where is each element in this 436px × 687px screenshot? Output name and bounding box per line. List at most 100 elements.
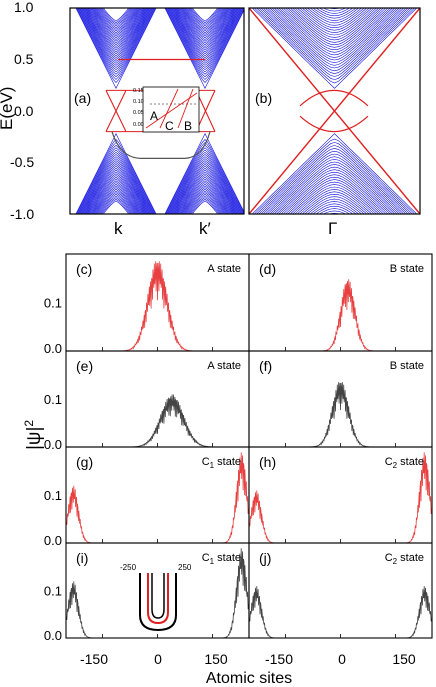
- inset-a: 0.15 0.10 0.05 0.00 A B C: [133, 86, 200, 133]
- bulk-band-a-v0-v7: [80, 154, 152, 214]
- bulk-band-a-v0-c25: [95, 8, 137, 35]
- bulk-band-b-c23: [304, 8, 365, 26]
- bulk-band-b-v5: [262, 150, 407, 214]
- bulk-band-a-v0-v5: [79, 149, 153, 214]
- bulk-band-a-v0-v25: [95, 187, 137, 214]
- bulk-band-a-v1-v12: [173, 164, 237, 214]
- inset-label-C: C: [165, 119, 174, 133]
- bulk-band-a-v1-c5: [168, 8, 242, 73]
- bulk-band-a-v1-v11: [172, 162, 238, 214]
- bands-a: [75, 8, 244, 214]
- ytick-0.1-c: 0.1: [44, 296, 62, 311]
- bulk-band-a-v0-v23: [93, 183, 139, 214]
- bulk-band-b-c18: [292, 8, 377, 38]
- bulk-band-a-v1-c25: [184, 8, 226, 35]
- bulk-band-a-v1-c4: [167, 8, 243, 75]
- edge-crossing-a-1: [105, 90, 127, 132]
- bulk-band-a-v0-v15: [86, 169, 146, 214]
- bulk-band-a-v0-c0: [75, 8, 157, 89]
- ytick-0.1-i: 0.1: [44, 584, 62, 599]
- panel-c: (c) A state 0.1 0.0: [44, 253, 250, 356]
- bulk-band-a-v1-c16: [176, 8, 234, 51]
- bulk-band-a-v1-c3: [166, 8, 244, 78]
- xtick-gamma: Γ: [328, 219, 337, 238]
- inset-a-curve-2: [159, 88, 179, 129]
- panel-label-g: (g): [76, 454, 93, 470]
- bulk-band-b-v15: [285, 176, 384, 214]
- bulk-band-b-c16: [287, 8, 382, 43]
- xtick-0-left: 0: [154, 651, 162, 667]
- bulk-band-a-v1-c7: [169, 8, 241, 68]
- bulk-band-a-v0-c24: [94, 8, 138, 37]
- bulk-band-a-v0-c12: [84, 8, 148, 58]
- bulk-band-b-c14: [282, 8, 387, 48]
- bulk-band-a-v1-c17: [177, 8, 233, 49]
- bulk-band-b-v12: [278, 169, 391, 214]
- bulk-band-a-v0-c2: [76, 8, 156, 80]
- inset-label-A: A: [150, 109, 158, 123]
- bulk-band-a-v0-c29: [98, 8, 134, 29]
- bands-a-group: [75, 8, 244, 214]
- inset-ytick-0.05: 0.05: [133, 110, 144, 116]
- bulk-band-b-v22: [301, 193, 368, 214]
- bulk-band-b-v21: [299, 191, 370, 214]
- bulk-band-a-v1-v16: [176, 171, 234, 214]
- panel-label-c: (c): [76, 261, 92, 277]
- bulk-band-b-v4: [260, 148, 409, 214]
- ytick-0.0-g: 0.0: [44, 533, 62, 548]
- bulk-band-a-v1-c28: [186, 8, 224, 30]
- bulk-band-b-c0: [251, 8, 418, 89]
- xtick--150-right: -150: [265, 651, 293, 667]
- inset-a-curve-1: [145, 92, 198, 129]
- bulk-band-b-c11: [276, 8, 393, 56]
- bulk-band-b-v25: [309, 201, 360, 214]
- bulk-band-b-v3: [258, 145, 411, 214]
- bulk-band-b-c30: [328, 8, 341, 10]
- bulk-band-b-c13: [280, 8, 389, 51]
- bulk-band-a-v1-v30: [188, 195, 222, 214]
- bulk-band-b-c29: [322, 8, 347, 12]
- bulk-band-a-v0-v8: [81, 156, 151, 214]
- state-label-i: C1 state: [202, 552, 241, 566]
- bulk-band-a-v0-c30: [99, 8, 133, 27]
- bulk-band-b-v9: [271, 161, 398, 214]
- bulk-band-a-v1-c32: [190, 8, 220, 24]
- bulk-band-b-c12: [278, 8, 391, 53]
- panel-h: (h) C2 state: [248, 446, 433, 544]
- panel-label-f: (f): [259, 358, 272, 374]
- bulk-band-a-v0-v20: [90, 178, 142, 214]
- bulk-band-a-v0-c20: [90, 8, 142, 44]
- xtick-150-left: 150: [204, 651, 228, 667]
- bulk-band-a-v0-v31: [100, 197, 132, 214]
- state-label-c: A state: [207, 263, 241, 275]
- bulk-band-b-c4: [260, 8, 409, 74]
- bulk-band-a-v1-v8: [170, 156, 240, 214]
- bulk-band-a-v0-c27: [96, 8, 136, 32]
- bulk-band-a-v0-v1: [76, 139, 156, 214]
- bulk-band-a-v1-v14: [174, 167, 236, 214]
- inset-ytick-0.00: 0.00: [133, 122, 144, 128]
- wave-trace-j: [248, 586, 433, 639]
- bulk-band-a-v0-c4: [78, 8, 154, 75]
- bulk-band-b-v26: [312, 203, 357, 214]
- bulk-band-a-v0-v17: [88, 173, 144, 214]
- bulk-band-b-v18: [292, 184, 377, 214]
- bulk-band-a-v1-c22: [181, 8, 229, 40]
- bulk-band-a-v1-v15: [175, 169, 235, 214]
- bulk-band-a-v0-v26: [95, 188, 137, 214]
- bulk-band-a-v1-c26: [184, 8, 226, 34]
- bulk-band-b-c27: [315, 8, 354, 17]
- xtick-kprime: k′: [199, 219, 211, 238]
- panel-label-j: (j): [259, 550, 271, 566]
- bulk-band-a-v0-v11: [83, 162, 149, 214]
- bulk-band-b-v29: [322, 210, 347, 214]
- bulk-band-a-v0-v33: [102, 200, 130, 214]
- inset-u-shape: -250 250: [120, 563, 192, 632]
- wave-trace-f: [249, 382, 432, 448]
- bulk-band-b-v2: [256, 142, 413, 214]
- edge-arc-bottom: [299, 115, 369, 133]
- bulk-band-a-v1-v23: [182, 183, 228, 214]
- ytick-0.1-e: 0.1: [44, 392, 62, 407]
- bulk-band-b-c28: [318, 8, 351, 14]
- bulk-band-b-c7: [267, 8, 402, 66]
